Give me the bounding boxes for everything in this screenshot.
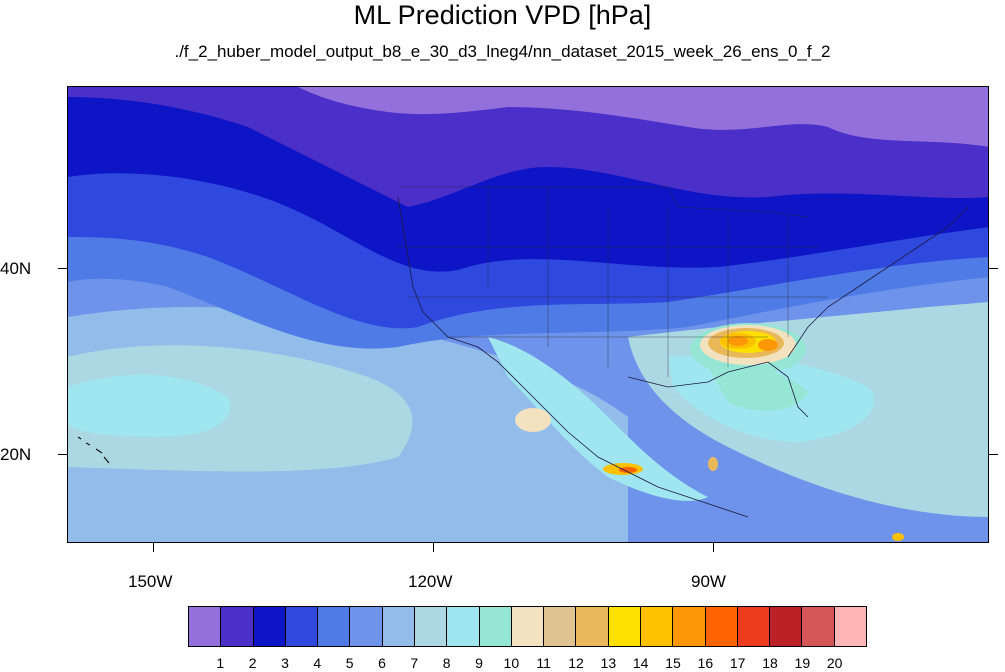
lon-tick-150w (153, 543, 154, 552)
colorbar-swatch (189, 607, 222, 646)
colorbar-label: 13 (600, 655, 617, 671)
colorbar-swatch (640, 607, 674, 646)
lon-label-90w: 90W (691, 572, 726, 591)
colorbar-swatch (253, 607, 286, 646)
colorbar-swatch (382, 607, 415, 646)
colorbar-label: 3 (281, 655, 289, 671)
colorbar-swatch (479, 607, 512, 646)
colorbar-label: 10 (503, 655, 520, 671)
colorbar-swatch (737, 607, 771, 646)
colorbar-label: 17 (729, 655, 746, 671)
field-north-1 (68, 87, 988, 147)
colorbar-label: 12 (568, 655, 584, 671)
colorbar-swatch (673, 607, 706, 646)
field-camerica-16 (619, 467, 637, 473)
colorbar-label: 14 (632, 655, 649, 671)
colorbar-label: 8 (442, 655, 451, 671)
lat-tick-left-40n (58, 268, 67, 269)
field-sa-14 (892, 533, 904, 541)
colorbar (188, 606, 867, 647)
vpd-contour-map (68, 87, 988, 542)
colorbar-label: 6 (378, 655, 386, 671)
map-panel (67, 86, 989, 543)
coastline (397, 196, 969, 518)
colorbar-swatch (770, 607, 803, 646)
colorbar-swatch (834, 607, 866, 646)
colorbar-label: 7 (410, 655, 419, 671)
colorbar-label: 19 (794, 655, 811, 671)
colorbar-swatch (705, 607, 738, 646)
chart-title: ML Prediction VPD [hPa] (353, 0, 652, 30)
lat-tick-right-20n (989, 454, 998, 455)
colorbar-swatch (576, 607, 609, 646)
colorbar-swatch (608, 607, 641, 646)
colorbar-swatch (544, 607, 577, 646)
lon-label-120w: 120W (408, 572, 453, 591)
field-se-17 (758, 339, 778, 351)
colorbar-swatch (285, 607, 319, 646)
chart-subtitle: ./f_2_huber_model_output_b8_e_30_d3_lneg… (174, 42, 831, 61)
lat-tick-right-40n (989, 268, 998, 269)
colorbar-label: 2 (248, 655, 257, 671)
hawaii-islands (77, 436, 110, 464)
colorbar-label: 5 (345, 655, 354, 671)
lon-tick-90w (713, 543, 714, 552)
colorbar-swatch (802, 607, 835, 646)
colorbar-label: 18 (762, 655, 778, 671)
colorbar-label: 9 (475, 655, 483, 671)
colorbar-label: 20 (826, 655, 843, 671)
colorbar-swatch (318, 607, 351, 646)
colorbar-label: 16 (697, 655, 714, 671)
colorbar-label: 4 (313, 655, 322, 671)
state-borders (398, 186, 828, 377)
colorbar-swatch (447, 607, 480, 646)
lon-label-150w: 150W (128, 572, 173, 591)
field-se-16 (728, 336, 748, 346)
lat-label-20n: 20N (0, 445, 32, 464)
colorbar-label: 11 (536, 655, 551, 671)
lon-tick-120w (433, 543, 434, 552)
lat-tick-left-20n (58, 454, 67, 455)
colorbar-swatch (511, 607, 545, 646)
colorbar-swatch (414, 607, 448, 646)
field-gulf-10 (708, 365, 808, 411)
colorbar-swatch (350, 607, 383, 646)
colorbar-swatch (221, 607, 254, 646)
colorbar-label: 15 (665, 655, 681, 671)
lat-label-40n: 40N (0, 259, 32, 278)
field-baja-11 (515, 408, 551, 432)
field-subtropics-9 (68, 374, 231, 437)
field-mexico-8 (488, 337, 708, 501)
colorbar-label: 1 (216, 655, 225, 671)
field-cuba-13 (708, 457, 718, 471)
